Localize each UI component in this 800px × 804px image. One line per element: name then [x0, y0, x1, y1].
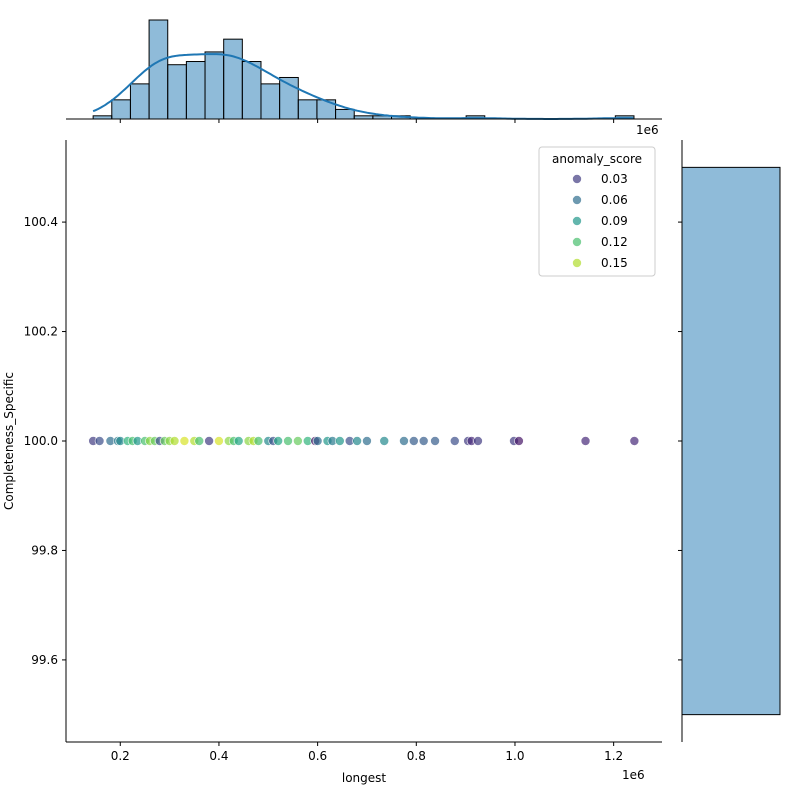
y-tick-label: 100.0 [24, 434, 58, 448]
scatter-axes: 0.2 0.4 0.6 0.8 1.0 1.2 99.6 99.8 100.0 100.2 100.… [24, 140, 662, 763]
scatter-point [273, 436, 283, 446]
scatter-point [94, 436, 105, 446]
histogram-bar [148, 19, 169, 120]
scatter-point [179, 436, 190, 446]
legend-marker [572, 216, 582, 226]
histogram-bar [681, 166, 781, 716]
x-offset-label: 1e6 [622, 768, 645, 782]
histogram-bar [204, 51, 225, 120]
x-tick-label: 1.2 [604, 749, 623, 763]
legend: anomaly_score 0.03 0.06 0.09 0.12 0.15 [538, 146, 656, 277]
legend-label: 0.03 [601, 172, 628, 186]
scatter-point [312, 436, 323, 446]
y-tick-label: 99.6 [31, 653, 58, 667]
histogram-bar [111, 99, 131, 120]
x-tick-label: 0.4 [209, 749, 228, 763]
y-axis-label: Completeness_Specific [2, 372, 16, 510]
top-marginal-histogram [66, 19, 662, 123]
right-marginal-histogram [678, 140, 781, 742]
scatter-point [449, 436, 460, 446]
scatter-point [580, 436, 591, 446]
scatter-point [362, 436, 372, 446]
legend-label: 0.15 [601, 256, 628, 270]
histogram-bar [185, 61, 206, 120]
scatter-point [430, 436, 440, 446]
legend-marker [572, 237, 582, 247]
x-tick-label: 0.8 [407, 749, 426, 763]
scatter-point [335, 436, 345, 446]
histogram-bar [260, 83, 281, 120]
x-tick-label: 0.2 [111, 749, 130, 763]
legend-label: 0.09 [601, 214, 628, 228]
scatter-point [418, 436, 429, 446]
x-tick-label: 0.6 [308, 749, 327, 763]
y-tick-label: 100.4 [24, 215, 58, 229]
histogram-bar [129, 83, 150, 120]
legend-frame [538, 146, 656, 277]
scatter-point [409, 436, 419, 446]
legend-marker [572, 258, 582, 268]
scatter-point [629, 436, 640, 446]
y-tick-label: 100.2 [24, 325, 58, 339]
legend-label: 0.12 [601, 235, 628, 249]
scatter-point [379, 436, 390, 446]
scatter-point [399, 436, 409, 446]
histogram-bar [241, 61, 262, 120]
top-offset-label: 1e6 [636, 123, 659, 137]
legend-marker [572, 195, 582, 205]
scatter-point [194, 436, 205, 446]
scatter-point [293, 436, 303, 446]
histogram-bar [223, 38, 243, 120]
legend-label: 0.06 [601, 193, 628, 207]
x-tick-label: 1.0 [505, 749, 524, 763]
scatter-point [283, 436, 293, 446]
legend-marker [572, 174, 582, 184]
scatter-point [473, 436, 483, 446]
histogram-bar [297, 99, 318, 120]
legend-title: anomaly_score [552, 152, 642, 166]
histogram-bar [167, 64, 187, 120]
scatter-point [233, 436, 244, 446]
scatter-point [214, 436, 224, 446]
scatter-point [204, 436, 214, 446]
scatter-point [169, 436, 180, 446]
x-axis-label: longest [342, 771, 387, 785]
scatter-point [514, 436, 524, 446]
y-tick-label: 99.8 [31, 543, 58, 557]
scatter-point [352, 436, 362, 446]
scatter-point [253, 436, 264, 446]
histogram-bar [335, 108, 355, 120]
